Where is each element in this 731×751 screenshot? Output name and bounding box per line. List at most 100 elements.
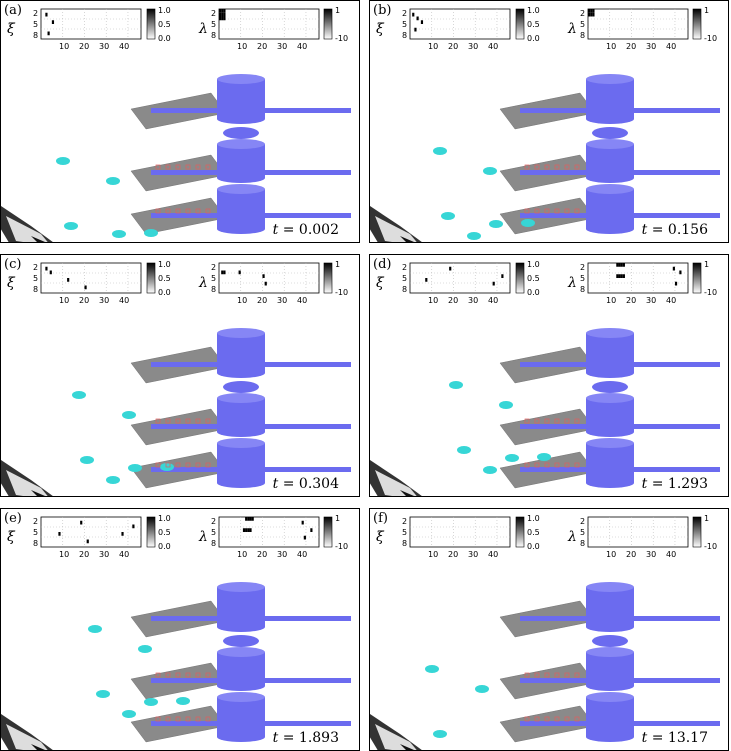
space-station (499, 582, 720, 743)
target-marker (155, 716, 161, 722)
colorbar-tick: 1.0 (158, 514, 171, 523)
drone (112, 230, 126, 238)
row-tick: 2 (211, 517, 216, 526)
target-marker (165, 462, 171, 468)
xi-label: ξ (7, 529, 16, 545)
target-marker (165, 672, 171, 678)
target-marker (564, 672, 570, 678)
target-marker (195, 716, 201, 722)
drone (475, 685, 489, 693)
xi-label: ξ (376, 275, 385, 291)
col-tick: 20 (257, 42, 267, 51)
space-shuttle (1, 714, 53, 750)
time-readout: t = 1.893 (273, 730, 339, 746)
col-tick: 40 (488, 296, 498, 305)
colorbar-tick: -10 (704, 34, 717, 43)
lambda-heatmap (587, 262, 689, 294)
target-marker (524, 208, 530, 214)
space-station (130, 582, 351, 743)
target-marker (554, 208, 560, 214)
row-tick: 2 (580, 517, 585, 526)
colorbar-tick: -10 (704, 542, 717, 551)
row-tick: 5 (33, 20, 38, 29)
drone (144, 698, 158, 706)
lambda-heatmap (218, 8, 320, 40)
row-tick: 2 (580, 263, 585, 272)
col-tick: 30 (99, 550, 109, 559)
target-marker (544, 672, 550, 678)
drone (489, 220, 503, 228)
target-marker (205, 164, 211, 170)
drone (499, 401, 513, 409)
panel-d: ξ 2 5 8 10 20 30 40 1.0 0.5 0.0 λ 2 5 8 10 20 30 40 1 -10 (d)… (369, 254, 729, 497)
row-tick: 8 (402, 285, 407, 294)
colorbar-tick: -10 (335, 288, 348, 297)
target-marker (554, 418, 560, 424)
col-tick: 40 (488, 42, 498, 51)
panel-label: (b) (373, 3, 392, 18)
row-tick: 5 (211, 274, 216, 283)
xi-heatmap (409, 262, 511, 294)
col-tick: 10 (59, 42, 69, 51)
col-tick: 30 (99, 296, 109, 305)
lambda-heatmap (587, 8, 689, 40)
row-tick: 8 (211, 285, 216, 294)
colorbar-tick: 1.0 (527, 514, 540, 523)
colorbar-tick: 0.0 (527, 288, 540, 297)
target-marker (185, 716, 191, 722)
target-marker (175, 208, 181, 214)
target-marker (175, 716, 181, 722)
colorbar-tick: 0.0 (158, 288, 171, 297)
col-tick: 30 (468, 296, 478, 305)
row-tick: 8 (33, 539, 38, 548)
space-shuttle (370, 206, 422, 242)
target-marker (574, 164, 580, 170)
colorbar-tick: 1 (704, 6, 709, 15)
row-tick: 8 (211, 31, 216, 40)
panel-label: (f) (373, 511, 388, 526)
target-marker (544, 164, 550, 170)
row-tick: 8 (33, 285, 38, 294)
col-tick: 10 (237, 550, 247, 559)
panel-c: ξ 2 5 8 10 20 30 40 1.0 0.5 0.0 λ 2 5 8 10 20 30 40 1 -10 (c)… (0, 254, 360, 497)
target-marker (534, 164, 540, 170)
target-marker (165, 418, 171, 424)
colorbar-tick: 1 (335, 514, 340, 523)
col-tick: 20 (448, 296, 458, 305)
target-marker (534, 208, 540, 214)
time-readout: t = 13.17 (642, 730, 708, 746)
target-marker (554, 164, 560, 170)
xi-heatmap (40, 8, 142, 40)
colorbar-tick: 0.5 (158, 20, 171, 29)
lambda-label: λ (567, 21, 577, 37)
target-marker (574, 672, 580, 678)
time-readout: t = 1.293 (642, 476, 708, 492)
row-tick: 2 (211, 9, 216, 18)
row-tick: 5 (33, 274, 38, 283)
col-tick: 20 (626, 296, 636, 305)
drone (88, 625, 102, 633)
lambda-colorbar: 1 -10 (323, 514, 348, 551)
row-tick: 5 (580, 274, 585, 283)
row-tick: 8 (580, 285, 585, 294)
target-marker (574, 208, 580, 214)
target-marker (185, 418, 191, 424)
time-value: 0.304 (298, 476, 339, 492)
target-marker (185, 164, 191, 170)
panel-e: ξ 2 5 8 10 20 30 40 1.0 0.5 0.0 λ 2 5 8 10 20 30 40 1 -10 (e)… (0, 508, 360, 751)
space-station (499, 74, 720, 235)
target-marker (205, 208, 211, 214)
space-shuttle (370, 460, 422, 496)
time-value: 1.293 (667, 476, 708, 492)
xi-colorbar: 1.0 0.5 0.0 (515, 6, 540, 43)
row-tick: 5 (580, 528, 585, 537)
colorbar-tick: 1.0 (527, 6, 540, 15)
col-tick: 10 (606, 296, 616, 305)
row-tick: 8 (580, 31, 585, 40)
lambda-colorbar: 1 -10 (323, 260, 348, 297)
xi-colorbar: 1.0 0.5 0.0 (146, 260, 171, 297)
row-tick: 8 (402, 539, 407, 548)
col-tick: 10 (428, 550, 438, 559)
row-tick: 5 (402, 528, 407, 537)
